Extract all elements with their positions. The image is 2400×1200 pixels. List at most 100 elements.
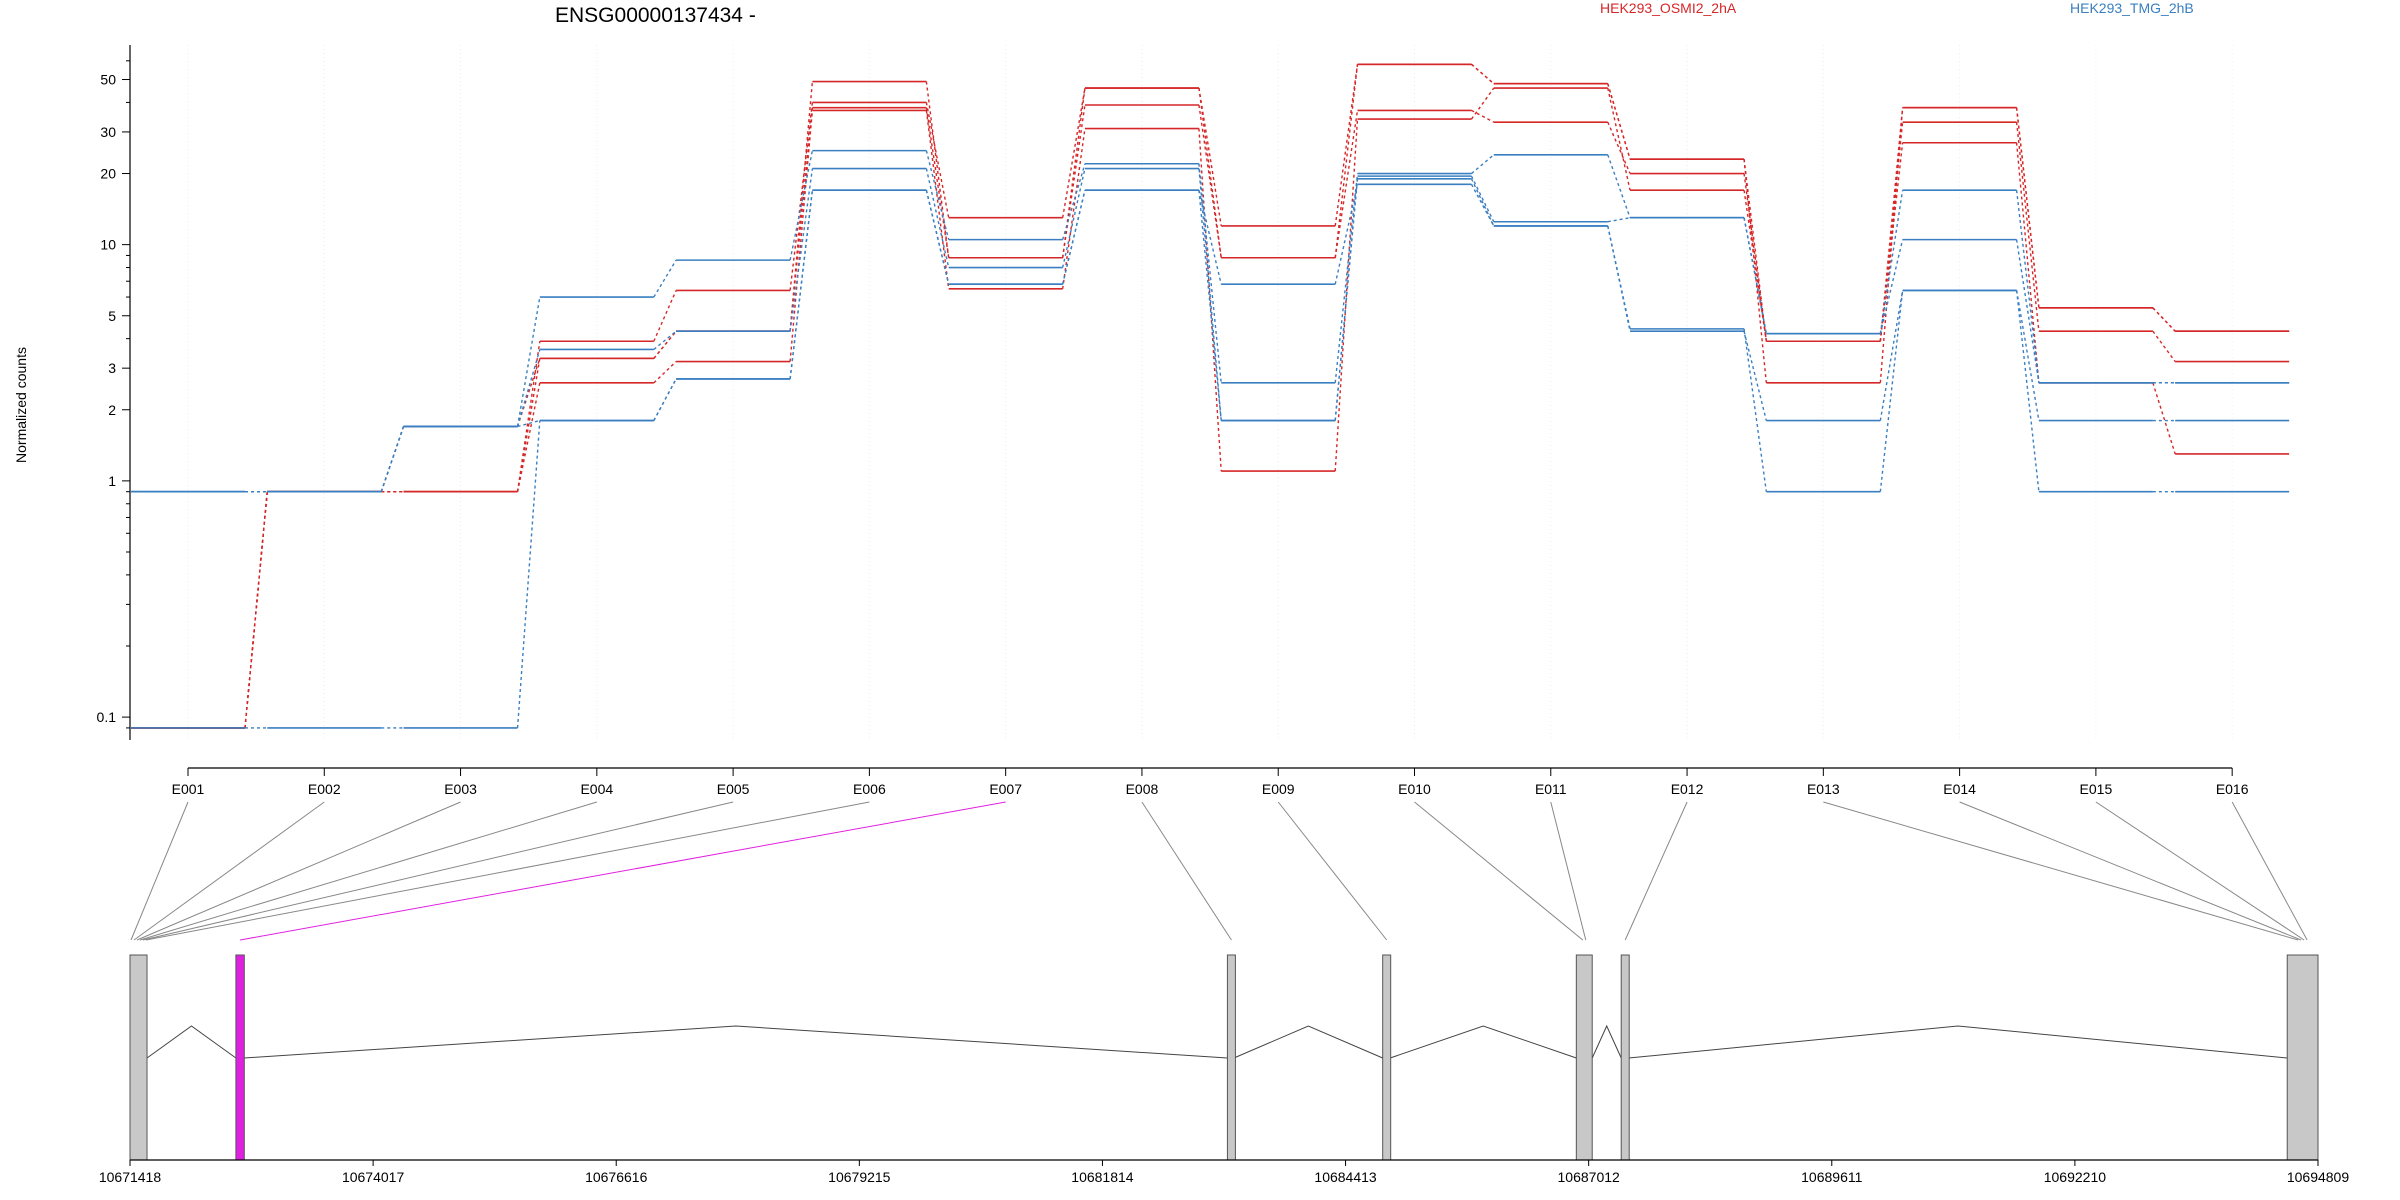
coord-tick-label: 10679215 [828,1169,891,1185]
data-connector [2015,190,2040,383]
connector-E003 [136,801,461,941]
data-connector [1334,178,1359,421]
connector-E009 [1277,801,1388,941]
x-tick-label-E001: E001 [172,781,205,797]
data-connector [516,382,541,492]
y-tick-label: 2 [108,402,116,418]
y-tick-label: 5 [108,308,116,324]
exon-box-E007 [235,954,245,1161]
data-connector [653,378,677,421]
connector-E010 [1414,801,1584,941]
x-tick-label-E003: E003 [444,781,477,797]
y-axis-label: Normalized counts [13,347,29,463]
connector-E011 [1550,801,1587,941]
data-connector [1607,154,1631,218]
data-connector [1879,190,1904,334]
data-connector [1061,190,1086,285]
exon-box-E001-E002-E003-E004-E005-E006 [129,954,148,1161]
x-tick-label-E011: E011 [1535,781,1567,797]
data-connector [1334,119,1359,472]
data-connector [2152,382,2176,455]
coord-tick-label: 10694809 [2287,1169,2350,1185]
data-connector [1198,87,1222,227]
x-axis: E001 E002 E003 E004 E005 E006 E007 E008 E009 E010… [172,767,2249,797]
data-connector [1743,159,1768,342]
data-connector [1061,168,1086,268]
coord-tick-label: 10671418 [99,1169,162,1185]
data-connector [1198,190,1222,421]
x-tick-label-E004: E004 [580,781,613,797]
connector-E016 [2231,801,2308,941]
gene-model [129,954,2319,1161]
data-connector [516,349,541,427]
x-tick-label-E006: E006 [853,781,886,797]
coord-tick-label: 10689611 [1801,1169,1862,1185]
y-axis: 0.1 1 2 3 5 10 20 30 50 [97,45,131,740]
data-connector [1198,163,1222,383]
data-connector [1607,83,1631,160]
data-connector [1061,128,1086,289]
y-tick-label: 0.1 [97,709,117,725]
legend-osmi2: HEK293_OSMI2_2hA [1600,0,1737,16]
data-connector [1471,63,1495,85]
data-connector [2015,290,2040,492]
data-connector [1334,110,1359,258]
x-tick-label-E010: E010 [1398,781,1431,797]
x-tick-label-E012: E012 [1671,781,1704,797]
chart-title: ENSG00000137434 - [555,4,756,27]
data-connector [1470,178,1495,227]
connector-E012 [1624,801,1688,941]
data-connector [789,102,814,291]
coord-tick-label: 10681814 [1071,1169,1134,1185]
data-connector [1743,159,1768,383]
intron [1628,1025,2288,1059]
coord-tick-label: 10692210 [2044,1169,2107,1185]
connector-E001 [130,801,189,941]
data-connector [925,190,950,285]
genomic-coordinate-axis: 10671418 10674017 10676616 10679215 10681814… [99,1159,2350,1185]
connector-E014 [1959,801,2302,941]
data-connector [1198,168,1222,421]
y-tick-label: 50 [100,72,116,88]
coord-tick-label: 10684413 [1314,1169,1377,1185]
connector-E002 [133,801,325,941]
connector-E015 [2095,801,2305,941]
data-connector [789,150,814,261]
y-tick-label: 10 [100,237,116,253]
legend-tmg: HEK293_TMG_2hB [2070,0,2194,16]
x-tick-label-E016: E016 [2216,781,2249,797]
x-tick-label-E015: E015 [2080,781,2113,797]
x-tick-label-E013: E013 [1807,781,1840,797]
data-connector [1061,87,1086,258]
data-connector [1334,184,1359,285]
data-connector [1879,290,1904,421]
data-connector [789,190,814,380]
x-tick-label-E008: E008 [1126,781,1159,797]
data-connector [2152,330,2176,362]
data-connector [1879,239,1904,334]
series-8 [131,177,2290,729]
data-connector [789,110,814,362]
data-connector [1879,290,1904,492]
data-connector [1334,173,1359,383]
data-connector [1470,87,1495,120]
data-connector [653,361,677,384]
data-connector [516,296,541,427]
data-connector [1334,64,1359,258]
data-connector [1198,87,1222,258]
connector-E006 [145,801,870,941]
y-tick-label: 30 [100,124,116,140]
x-tick-label-E007: E007 [989,781,1022,797]
data-connector [1607,217,1631,223]
y-tick-label: 20 [100,166,116,182]
data-connector [1471,109,1495,123]
data-connector [2015,122,2040,332]
data-connector [1061,163,1086,240]
intron [146,1025,237,1059]
data-connector [2015,290,2040,421]
data-connector [1743,217,1768,334]
intron [1233,1025,1383,1059]
x-tick-label-E002: E002 [308,781,341,797]
connector-E013 [1823,801,2299,941]
y-tick-label: 3 [108,360,116,376]
